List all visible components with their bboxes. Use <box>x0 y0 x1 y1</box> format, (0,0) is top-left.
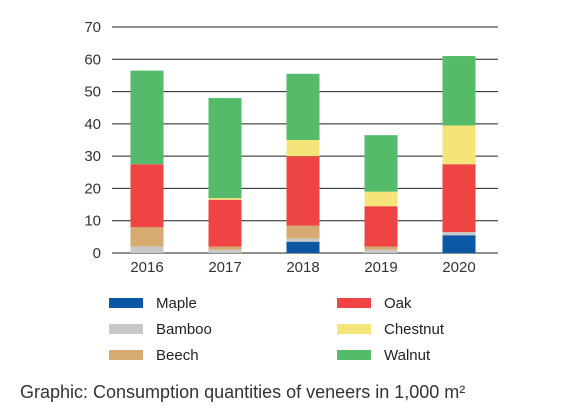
bar-bamboo-2018 <box>286 238 320 242</box>
x-axis: 2016 2017 2018 2019 2020 <box>130 259 475 276</box>
bar-beech-2018 <box>286 225 320 239</box>
bar-bamboo-2017 <box>208 249 242 253</box>
bar-oak-2018 <box>286 156 320 226</box>
y-tick-label: 50 <box>84 84 101 101</box>
legend-swatch-walnut <box>337 350 371 360</box>
bar-beech-2019 <box>364 246 398 250</box>
y-tick-label: 40 <box>84 116 101 133</box>
x-tick-label: 2016 <box>130 259 163 276</box>
bar-walnut-2020 <box>442 56 476 126</box>
legend-swatch-oak <box>337 298 371 308</box>
legend-label-maple: Maple <box>156 295 197 312</box>
legend-label-bamboo: Bamboo <box>156 321 212 338</box>
legend-swatch-bamboo <box>109 324 143 334</box>
legend-label-beech: Beech <box>156 347 199 364</box>
bar-chestnut-2019 <box>364 191 398 207</box>
bar-bamboo-2020 <box>442 232 476 236</box>
bar-oak-2016 <box>130 164 164 228</box>
x-tick-label: 2018 <box>286 259 319 276</box>
legend-label-walnut: Walnut <box>384 347 431 364</box>
y-tick-label: 60 <box>84 51 101 68</box>
bar-walnut-2017 <box>208 98 242 199</box>
bar-oak-2020 <box>442 164 476 233</box>
bar-beech-2016 <box>130 227 164 247</box>
y-tick-label: 10 <box>84 213 101 230</box>
chart-caption: Graphic: Consumption quantities of venee… <box>20 382 466 402</box>
y-tick-label: 30 <box>84 148 101 165</box>
bar-chestnut-2018 <box>286 140 320 157</box>
bar-chestnut-2020 <box>442 125 476 165</box>
bar-oak-2019 <box>364 206 398 247</box>
x-tick-label: 2019 <box>364 259 397 276</box>
legend-label-oak: Oak <box>384 295 412 312</box>
bar-chestnut-2017 <box>208 198 242 200</box>
bar-oak-2017 <box>208 199 242 247</box>
legend-label-chestnut: Chestnut <box>384 321 445 338</box>
legend-swatch-chestnut <box>337 324 371 334</box>
y-tick-label: 20 <box>84 180 101 197</box>
bar-bamboo-2019 <box>364 249 398 253</box>
x-tick-label: 2017 <box>208 259 241 276</box>
bar-maple-2020 <box>442 235 476 253</box>
y-axis: 0 10 20 30 40 50 60 70 <box>84 19 101 262</box>
y-tick-label: 70 <box>84 19 101 36</box>
legend-swatch-maple <box>109 298 143 308</box>
bar-maple-2018 <box>286 241 320 253</box>
bar-bamboo-2016 <box>130 246 164 253</box>
bar-walnut-2018 <box>286 73 320 140</box>
y-tick-label: 0 <box>93 245 101 262</box>
x-tick-label: 2020 <box>442 259 475 276</box>
legend: Maple Bamboo Beech Oak Chestnut Walnut <box>109 295 445 364</box>
bar-walnut-2016 <box>130 70 164 165</box>
bar-walnut-2019 <box>364 135 398 192</box>
bars <box>130 56 476 253</box>
legend-swatch-beech <box>109 350 143 360</box>
bar-beech-2017 <box>208 246 242 250</box>
